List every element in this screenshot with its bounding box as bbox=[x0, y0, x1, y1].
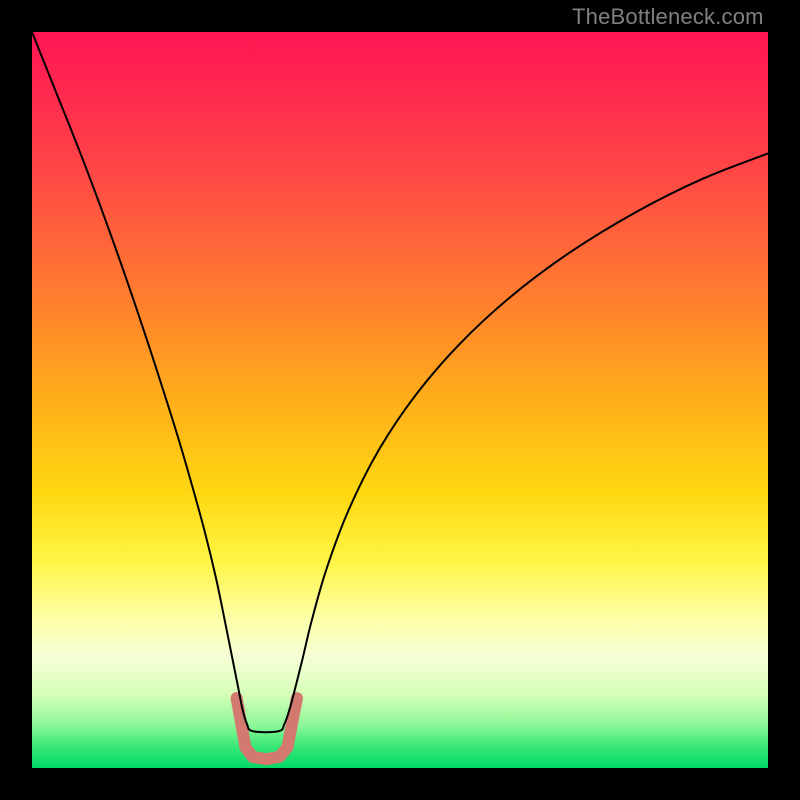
main-curve bbox=[32, 32, 768, 732]
bottleneck-curve bbox=[32, 32, 768, 768]
bottom-stub bbox=[237, 698, 297, 759]
watermark-text: TheBottleneck.com bbox=[572, 4, 764, 30]
plot-area bbox=[32, 32, 768, 768]
